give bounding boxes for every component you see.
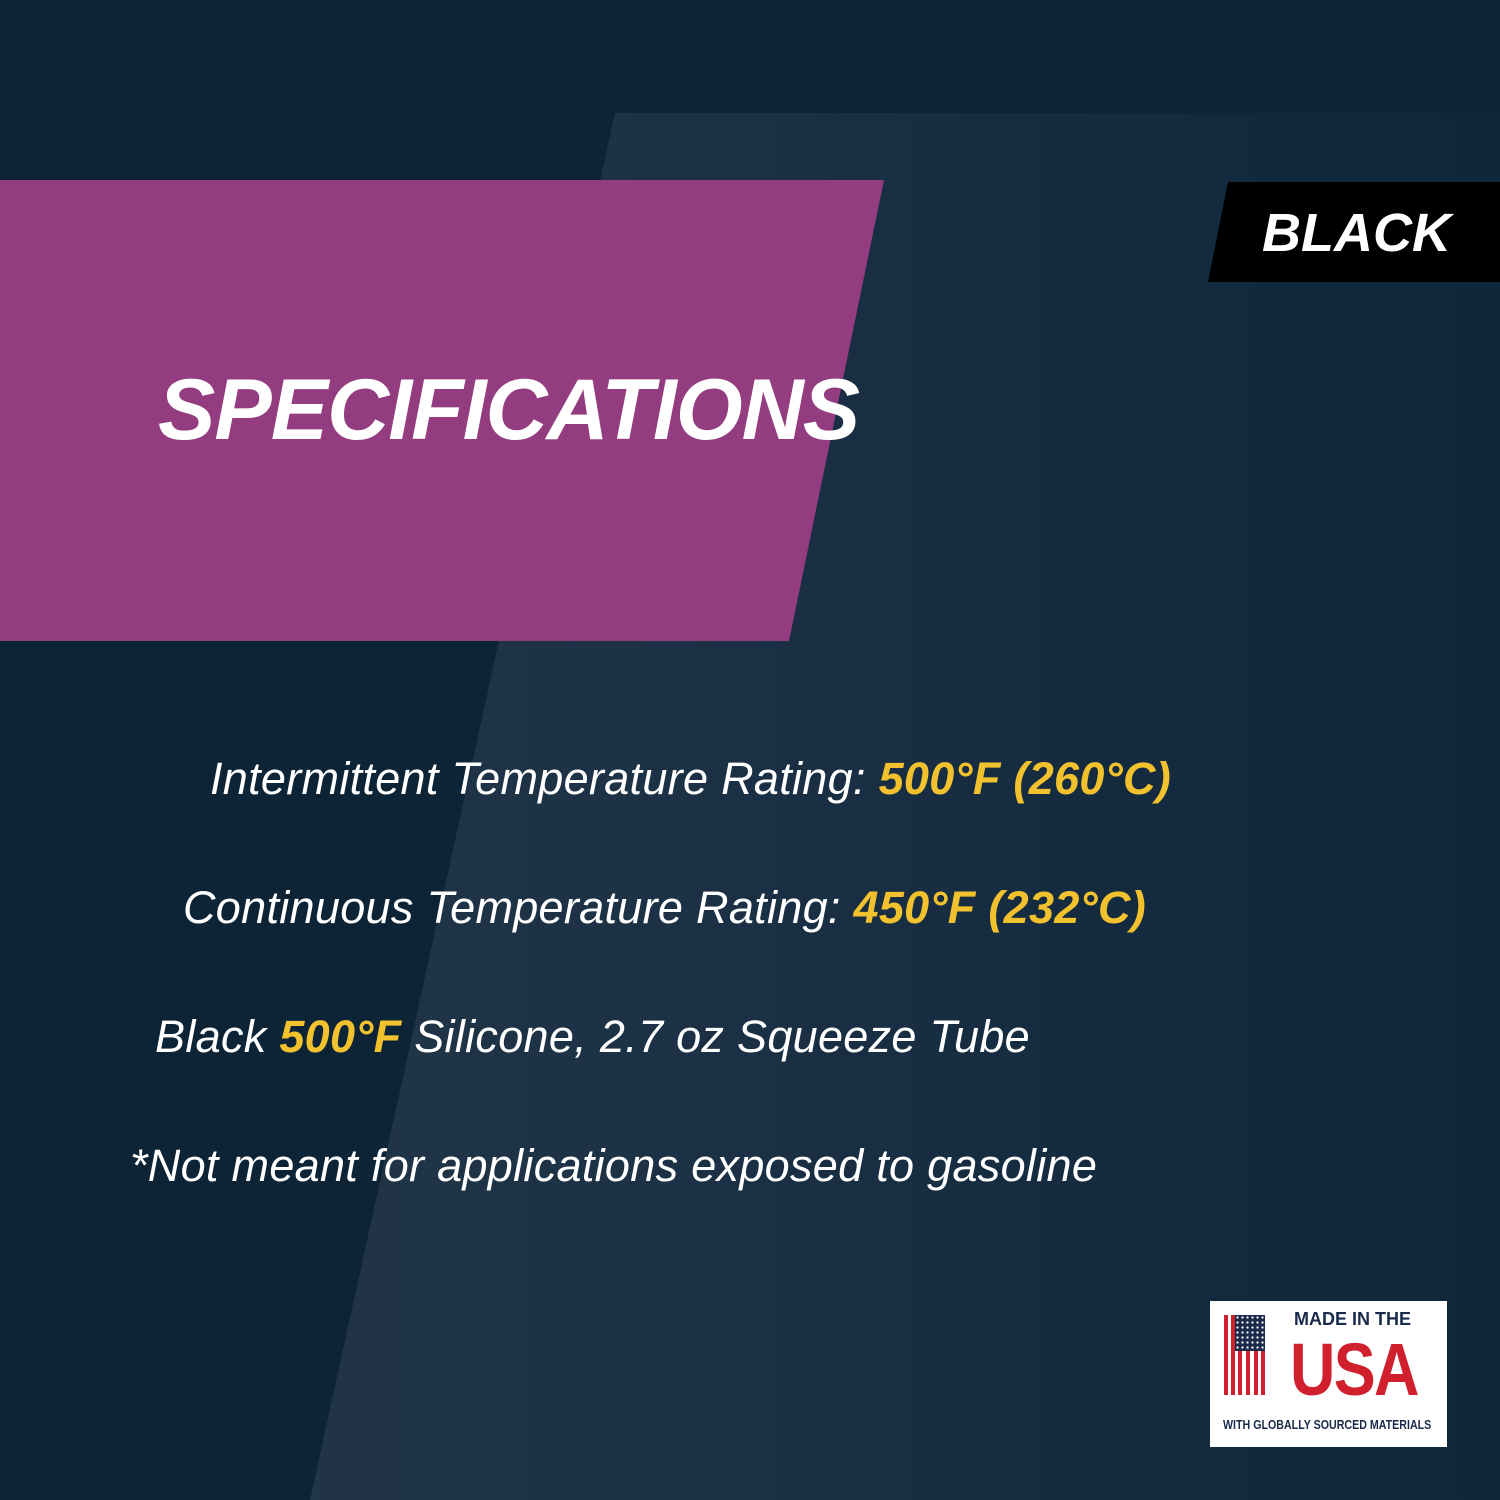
spec-value: 500°F xyxy=(279,1011,402,1062)
badge-line1: MADE IN THE xyxy=(1294,1309,1411,1329)
spec-label: Continuous Temperature Rating: xyxy=(183,882,854,933)
spec-value: 500°F (260°C) xyxy=(878,753,1172,804)
made-in-usa-badge: MADE IN THE USA WITH GLOBALLY SOURCED MA… xyxy=(1210,1301,1447,1447)
spec-value: 450°F (232°C) xyxy=(853,882,1147,933)
spec-text: Black xyxy=(155,1011,280,1062)
spec-product: Black 500°F Silicone, 2.7 oz Squeeze Tub… xyxy=(155,1010,1030,1064)
spec-intermittent: Intermittent Temperature Rating: 500°F (… xyxy=(210,752,1171,806)
title-banner xyxy=(0,180,884,641)
badge-line3: WITH GLOBALLY SOURCED MATERIALS xyxy=(1223,1417,1432,1432)
spec-text: Silicone, 2.7 oz Squeeze Tube xyxy=(401,1011,1030,1062)
page-title: SPECIFICATIONS xyxy=(158,362,860,458)
color-tag-label: BLACK xyxy=(1262,203,1451,263)
badge-line2: USA xyxy=(1290,1328,1419,1411)
color-tag: BLACK xyxy=(1208,182,1500,282)
spec-label: Intermittent Temperature Rating: xyxy=(210,753,879,804)
spec-continuous: Continuous Temperature Rating: 450°F (23… xyxy=(183,881,1146,935)
spec-note: *Not meant for applications exposed to g… xyxy=(130,1140,1098,1191)
